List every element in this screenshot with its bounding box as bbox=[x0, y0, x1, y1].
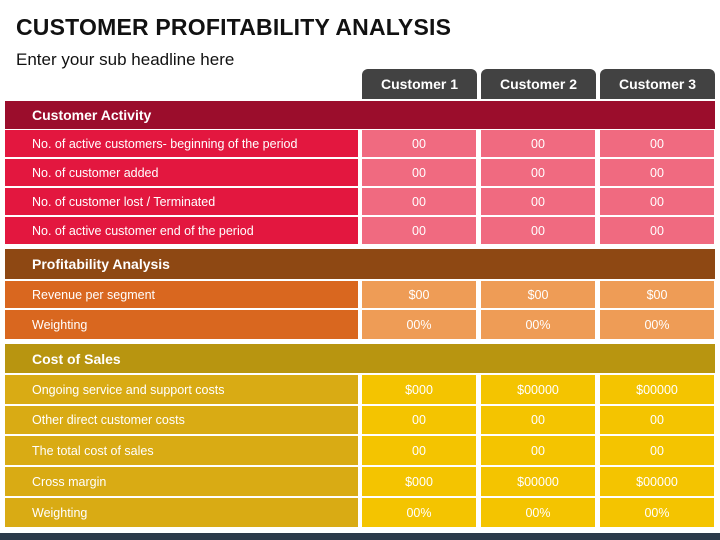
footer-bar bbox=[0, 533, 720, 540]
cell-other-direct-customer-2: 00 bbox=[481, 406, 595, 434]
cell-active-beginning-customer-3: 00 bbox=[600, 130, 714, 157]
cell-revenue-customer-3: $00 bbox=[600, 281, 714, 308]
cell-customer-added-customer-2: 00 bbox=[481, 159, 595, 186]
row-label-customer-added: No. of customer added bbox=[5, 159, 358, 186]
row-label-active-customer-end: No. of active customer end of the period bbox=[5, 217, 358, 244]
cell-cost-weighting-customer-2: 00% bbox=[481, 498, 595, 527]
cell-active-end-customer-1: 00 bbox=[362, 217, 476, 244]
cell-cross-margin-customer-1: $000 bbox=[362, 467, 476, 496]
cell-customer-added-customer-1: 00 bbox=[362, 159, 476, 186]
page-subtitle: Enter your sub headline here bbox=[16, 50, 235, 69]
cell-other-direct-customer-1: 00 bbox=[362, 406, 476, 434]
row-label-cross-margin: Cross margin bbox=[5, 467, 358, 496]
row-label-total-cost-of-sales: The total cost of sales bbox=[5, 436, 358, 465]
row-label-ongoing-service-costs: Ongoing service and support costs bbox=[5, 375, 358, 404]
row-label-cost-weighting: Weighting bbox=[5, 498, 358, 527]
cell-profit-weighting-customer-2: 00% bbox=[481, 310, 595, 339]
row-label-revenue-per-segment: Revenue per segment bbox=[5, 281, 358, 308]
cell-active-beginning-customer-2: 00 bbox=[481, 130, 595, 157]
cell-customer-added-customer-3: 00 bbox=[600, 159, 714, 186]
column-header-customer-3: Customer 3 bbox=[600, 69, 715, 99]
cell-revenue-customer-1: $00 bbox=[362, 281, 476, 308]
cell-customer-lost-customer-2: 00 bbox=[481, 188, 595, 215]
cell-profit-weighting-customer-3: 00% bbox=[600, 310, 714, 339]
cell-customer-lost-customer-3: 00 bbox=[600, 188, 714, 215]
cell-customer-lost-customer-1: 00 bbox=[362, 188, 476, 215]
cell-cost-weighting-customer-1: 00% bbox=[362, 498, 476, 527]
cell-total-cost-customer-2: 00 bbox=[481, 436, 595, 465]
cell-cost-weighting-customer-3: 00% bbox=[600, 498, 714, 527]
column-header-customer-1: Customer 1 bbox=[362, 69, 477, 99]
cell-ongoing-service-customer-1: $000 bbox=[362, 375, 476, 404]
row-label-active-customers-beginning: No. of active customers- beginning of th… bbox=[5, 130, 358, 157]
cell-profit-weighting-customer-1: 00% bbox=[362, 310, 476, 339]
section-header-customer-activity: Customer Activity bbox=[5, 101, 715, 129]
cell-ongoing-service-customer-2: $00000 bbox=[481, 375, 595, 404]
cell-other-direct-customer-3: 00 bbox=[600, 406, 714, 434]
cell-active-end-customer-3: 00 bbox=[600, 217, 714, 244]
cell-active-end-customer-2: 00 bbox=[481, 217, 595, 244]
cell-cross-margin-customer-3: $00000 bbox=[600, 467, 714, 496]
column-header-customer-2: Customer 2 bbox=[481, 69, 596, 99]
row-label-customer-lost: No. of customer lost / Terminated bbox=[5, 188, 358, 215]
page-title: CUSTOMER PROFITABILITY ANALYSIS bbox=[16, 14, 452, 40]
cell-ongoing-service-customer-3: $00000 bbox=[600, 375, 714, 404]
cell-active-beginning-customer-1: 00 bbox=[362, 130, 476, 157]
row-label-other-direct-costs: Other direct customer costs bbox=[5, 406, 358, 434]
cell-revenue-customer-2: $00 bbox=[481, 281, 595, 308]
cell-total-cost-customer-1: 00 bbox=[362, 436, 476, 465]
row-label-profit-weighting: Weighting bbox=[5, 310, 358, 339]
cell-total-cost-customer-3: 00 bbox=[600, 436, 714, 465]
cell-cross-margin-customer-2: $00000 bbox=[481, 467, 595, 496]
section-header-profitability-analysis: Profitability Analysis bbox=[5, 249, 715, 279]
section-header-cost-of-sales: Cost of Sales bbox=[5, 344, 715, 373]
